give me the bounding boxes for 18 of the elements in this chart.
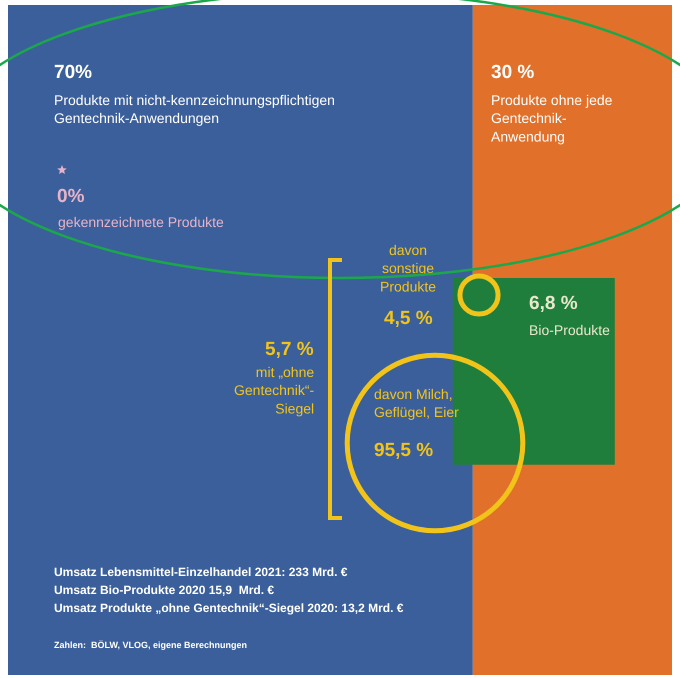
text: Zahlen: BÖLW, VLOG, eigene Berechnungen: [54, 640, 248, 650]
data-label: 4,5 %: [384, 308, 433, 329]
category-label: gekennzeichnete Produkte: [58, 214, 224, 230]
data-label: 95,5 %: [374, 440, 434, 461]
text: Umsatz Lebensmittel-Einzelhandel 2021: 233 Mrd. €: [54, 565, 348, 579]
category-label: Produkte mit nicht-kennzeichnungspflichtigen Gentechnik-Anwendungen: [54, 92, 335, 126]
text: Umsatz Produkte „ohne Gentechnik“-Siegel 2020: 13,2 Mrd. €: [54, 601, 404, 615]
data-label: 70%: [54, 62, 92, 83]
data-label: 0%: [57, 186, 85, 207]
category-label: davon sonstige Produkte: [380, 242, 436, 294]
text: Umsatz Bio-Produkte 2020 15,9 Mrd. €: [54, 583, 274, 597]
category-label: mit „ohne Gentechnik“-Siegel: [234, 364, 314, 416]
data-label: 5,7 %: [265, 339, 314, 360]
category-label: Produkte ohne jede Gentechnik-Anwendung: [491, 92, 613, 144]
data-label: 30 %: [491, 62, 534, 83]
data-label: 6,8 %: [529, 293, 578, 314]
category-label: davon Milch, Geflügel, Eier: [374, 386, 460, 420]
category-label: Bio-Produkte: [529, 322, 610, 338]
